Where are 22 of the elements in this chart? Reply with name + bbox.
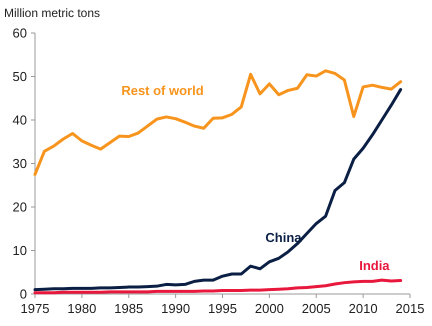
y-tick-label: 50 xyxy=(12,69,27,84)
y-tick-label: 20 xyxy=(12,200,27,215)
series-label: Rest of world xyxy=(121,82,204,98)
line-series xyxy=(34,278,402,294)
y-tick-label: 60 xyxy=(12,26,27,41)
x-tick-label: 1995 xyxy=(208,301,237,316)
x-tick-label: 2000 xyxy=(254,301,284,316)
x-tick-label: 2005 xyxy=(302,301,331,316)
y-tick-label: 0 xyxy=(20,286,27,302)
x-tick-label: 1990 xyxy=(161,301,190,316)
y-axis-title: Million metric tons xyxy=(4,6,100,20)
x-tick-label: 2010 xyxy=(348,301,378,316)
series-label: India xyxy=(359,258,390,274)
y-tick-label: 40 xyxy=(12,112,27,128)
y-tick-label: 10 xyxy=(12,243,27,258)
series-label: China xyxy=(265,230,302,245)
y-tick-label: 30 xyxy=(12,156,27,172)
x-tick-label: 1985 xyxy=(114,301,144,316)
line-series xyxy=(34,69,402,176)
x-tick-label: 2015 xyxy=(396,301,424,316)
x-tick-label: 1975 xyxy=(20,301,50,316)
x-tick-label: 1980 xyxy=(67,301,96,316)
